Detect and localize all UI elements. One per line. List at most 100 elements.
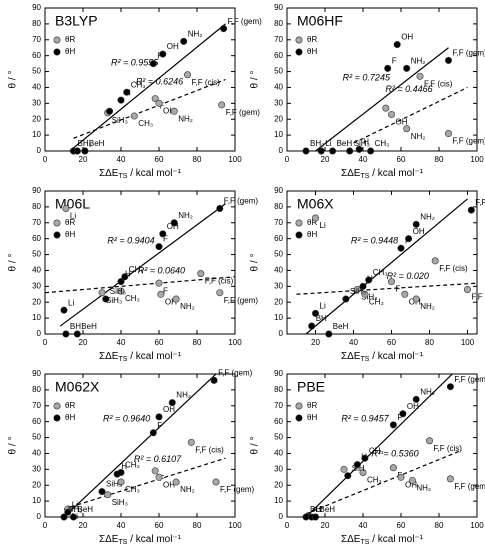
point-label: NH₂: [180, 302, 195, 311]
point: [312, 309, 320, 317]
legend-marker: [295, 231, 303, 239]
point: [117, 96, 125, 104]
point-label: BeH: [81, 322, 97, 331]
point: [62, 204, 70, 212]
point-label: CH₃: [369, 297, 384, 306]
point: [155, 279, 163, 287]
y-tick-label: 90: [274, 186, 283, 195]
y-tick-label: 40: [32, 83, 41, 92]
point-label: SiH₃: [350, 287, 366, 296]
y-tick-label: 0: [37, 512, 42, 521]
point: [73, 330, 81, 338]
trendline: [305, 449, 463, 515]
point-label: BH₂: [78, 139, 92, 148]
point: [98, 289, 106, 297]
point: [216, 289, 224, 297]
legend-label: θR: [65, 218, 75, 227]
legend-marker: [53, 36, 61, 44]
y-tick-label: 70: [32, 401, 41, 410]
point: [81, 147, 89, 155]
trendline: [315, 47, 449, 151]
point: [393, 41, 401, 49]
point: [216, 204, 224, 212]
point: [64, 508, 72, 516]
point-label: Li: [70, 212, 76, 221]
legend-marker: [295, 36, 303, 44]
x-tick-label: 100: [461, 338, 475, 347]
y-tick-label: 60: [274, 234, 283, 243]
point: [155, 99, 163, 107]
point: [397, 473, 405, 481]
legend-marker: [295, 48, 303, 56]
point: [170, 219, 178, 227]
legend-label: θR: [65, 401, 75, 410]
y-tick-label: 30: [32, 464, 41, 473]
y-tick-label: 20: [274, 114, 283, 123]
y-tick-label: 10: [32, 496, 41, 505]
x-axis-label-unit: / kcal mol⁻¹: [127, 534, 181, 545]
point-label: SiH₃: [112, 116, 128, 125]
trendline: [73, 78, 226, 139]
y-tick-label: 20: [274, 297, 283, 306]
y-tick-label: 70: [274, 35, 283, 44]
point-label: CH₃: [125, 461, 140, 470]
point-label: CH₃: [369, 446, 384, 455]
legend-marker: [53, 48, 61, 56]
point: [361, 290, 369, 298]
point-label: F: [396, 285, 401, 294]
trendline: [63, 374, 217, 517]
x-tick-label: 0: [43, 521, 48, 530]
trendline: [305, 198, 468, 334]
point: [308, 322, 316, 330]
x-axis-label-unit: / kcal mol⁻¹: [127, 351, 181, 362]
plot-frame: [44, 373, 236, 518]
x-axis-label-main: ΣΔE: [99, 534, 119, 545]
panel: 0 10 20 30 40 50 60 70 80 90 0 20 40 60 80 100 θ / ° ΣΔET…: [8, 3, 263, 180]
point: [170, 107, 178, 115]
legend-marker: [53, 414, 61, 422]
point: [412, 220, 420, 228]
point-label: OH: [163, 106, 175, 115]
x-axis-label: ΣΔETS / kcal mol⁻¹: [341, 168, 424, 181]
x-tick-label: 20: [321, 155, 330, 164]
legend-label: θH: [65, 230, 75, 239]
y-tick-label: 10: [274, 130, 283, 139]
point-label: CH₃: [125, 294, 140, 303]
y-tick-label: 70: [32, 218, 41, 227]
point-label: F,F (gem): [475, 198, 485, 207]
point-label: CH₃: [138, 119, 153, 128]
point-label: F: [163, 286, 168, 295]
point: [73, 147, 81, 155]
y-tick-label: 10: [274, 496, 283, 505]
point-label: OH: [165, 297, 177, 306]
plot-frame: [44, 190, 236, 335]
point: [130, 112, 138, 120]
point-label: NH₂: [411, 56, 426, 65]
point: [218, 101, 226, 109]
point-label: F,F (cis): [205, 277, 234, 286]
x-axis-label-unit: / kcal mol⁻¹: [369, 351, 423, 362]
point-label: H: [363, 138, 369, 147]
point-label: NH₂: [188, 29, 203, 38]
point-label: SiH₃: [110, 287, 126, 296]
point: [184, 71, 192, 79]
point: [151, 467, 159, 475]
y-tick-label: 40: [274, 83, 283, 92]
y-tick-label: 60: [274, 51, 283, 60]
legend-marker: [53, 231, 61, 239]
y-axis-label: θ / °: [250, 71, 261, 89]
point-label: BeH: [78, 505, 94, 514]
x-axis-label-main: ΣΔE: [341, 168, 361, 179]
y-tick-label: 60: [32, 51, 41, 60]
r-squared: R² = 0.6246: [136, 77, 183, 87]
x-tick-label: 60: [397, 521, 406, 530]
point: [384, 64, 392, 72]
r-squared: R² = 0.9457: [341, 414, 389, 424]
panel: 0 10 20 30 40 50 60 70 80 90 0 20 40 60 80 100 θ / ° ΣΔET…: [250, 3, 485, 180]
point: [464, 286, 472, 294]
point: [172, 295, 180, 303]
point-label: Li: [72, 500, 78, 509]
point: [159, 50, 167, 58]
y-tick-label: 80: [32, 385, 41, 394]
